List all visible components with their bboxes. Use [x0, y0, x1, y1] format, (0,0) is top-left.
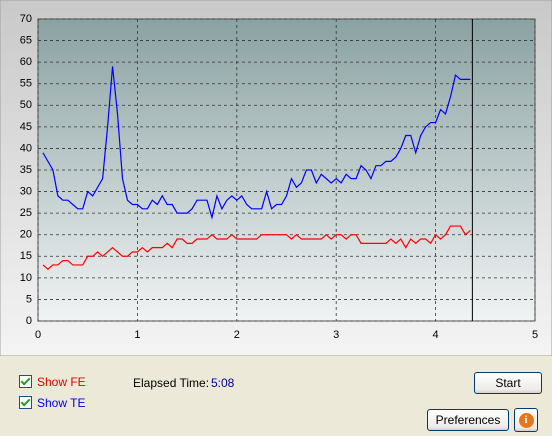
y-tick-label: 35: [20, 164, 32, 176]
x-tick-label: 4: [433, 329, 439, 341]
series-line: [42, 66, 471, 220]
y-tick-label: 25: [20, 207, 32, 219]
y-tick-label: 20: [20, 229, 32, 241]
info-icon: i: [518, 412, 534, 428]
y-tick-label: 65: [20, 34, 32, 46]
y-tick-label: 30: [20, 185, 32, 197]
x-tick-label: 0: [35, 329, 41, 341]
y-tick-label: 45: [20, 121, 32, 133]
checkbox-fe[interactable]: [19, 375, 32, 388]
y-tick-label: 40: [20, 142, 32, 154]
x-tick-label: 3: [333, 329, 339, 341]
start-button[interactable]: Start: [474, 372, 542, 394]
info-button[interactable]: i: [514, 408, 538, 432]
label-te[interactable]: Show TE: [37, 396, 86, 410]
y-tick-label: 5: [26, 293, 32, 305]
y-tick-label: 0: [26, 315, 32, 327]
x-tick-label: 2: [234, 329, 240, 341]
label-fe[interactable]: Show FE: [37, 375, 86, 389]
y-tick-label: 15: [20, 250, 32, 262]
series-line: [42, 225, 471, 271]
checkbox-te[interactable]: [19, 396, 32, 409]
y-tick-label: 50: [20, 99, 32, 111]
preferences-button[interactable]: Preferences: [427, 409, 509, 431]
x-tick-label: 1: [134, 329, 140, 341]
elapsed-label: Elapsed Time:: [133, 376, 210, 390]
y-tick-label: 55: [20, 78, 32, 90]
y-tick-label: 60: [20, 56, 32, 68]
y-tick-label: 10: [20, 272, 32, 284]
x-tick-label: 5: [532, 329, 538, 341]
y-tick-label: 70: [20, 13, 32, 25]
elapsed-value: 5:08: [211, 376, 235, 390]
